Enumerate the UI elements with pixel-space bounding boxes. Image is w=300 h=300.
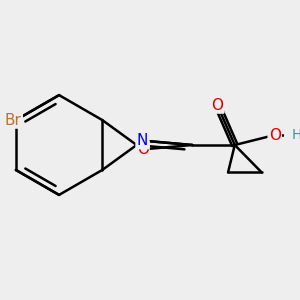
- Text: O: O: [137, 142, 149, 157]
- Text: O: O: [211, 98, 223, 112]
- Text: H: H: [292, 128, 300, 142]
- Text: O: O: [269, 128, 281, 142]
- Text: Br: Br: [5, 112, 22, 128]
- Text: N: N: [137, 133, 148, 148]
